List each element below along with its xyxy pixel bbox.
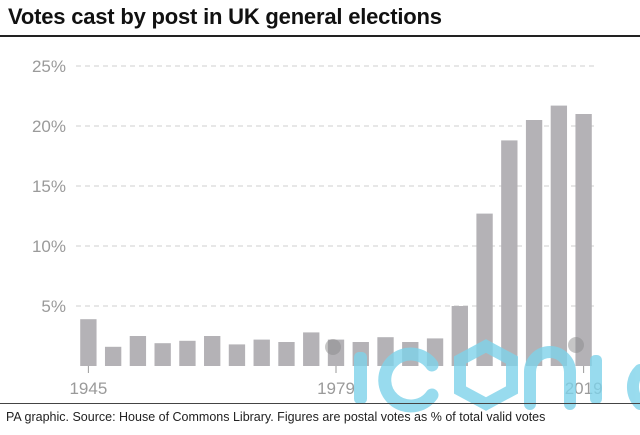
footer-divider	[0, 403, 640, 404]
bar-1964	[204, 336, 221, 366]
bar-1992	[402, 342, 419, 366]
bar-1951	[129, 336, 147, 366]
x-tick-label: 2019	[565, 379, 603, 398]
bar-1950	[104, 346, 122, 366]
bar-2005	[476, 213, 493, 366]
bar-chart: 5% 10% 15% 20% 25% 1945 1979 2019	[32, 57, 603, 398]
bar-1997	[426, 338, 444, 366]
bar-oct-1974	[303, 332, 320, 366]
y-tick-label: 10%	[32, 237, 66, 256]
x-axis: 1945 1979 2019	[69, 366, 603, 398]
y-tick-label: 25%	[32, 57, 66, 76]
title-divider	[0, 35, 640, 37]
bars	[80, 105, 592, 366]
bar-feb-1974	[278, 342, 295, 366]
chart-title: Votes cast by post in UK general electio…	[8, 4, 442, 29]
bar-2015	[525, 120, 543, 366]
y-tick-label: 5%	[41, 297, 66, 316]
y-tick-label: 20%	[32, 117, 66, 136]
bar-1959	[179, 340, 196, 366]
bar-1983	[352, 342, 369, 366]
bar-2019	[575, 114, 592, 366]
bar-1979	[327, 339, 345, 366]
x-tick-label: 1979	[317, 379, 355, 398]
source-note: PA graphic. Source: House of Commons Lib…	[6, 410, 546, 424]
x-tick-label: 1945	[69, 379, 107, 398]
bar-1966	[228, 344, 246, 366]
y-tick-label: 15%	[32, 177, 66, 196]
gridlines	[76, 65, 596, 307]
bar-2010	[501, 140, 518, 366]
bar-2017	[550, 105, 568, 366]
bar-1987	[377, 337, 394, 366]
bar-2001	[451, 306, 468, 366]
bar-1970	[253, 339, 270, 366]
bar-1955	[154, 343, 171, 366]
bar-1945	[80, 319, 97, 366]
y-axis: 5% 10% 15% 20% 25%	[32, 57, 66, 316]
